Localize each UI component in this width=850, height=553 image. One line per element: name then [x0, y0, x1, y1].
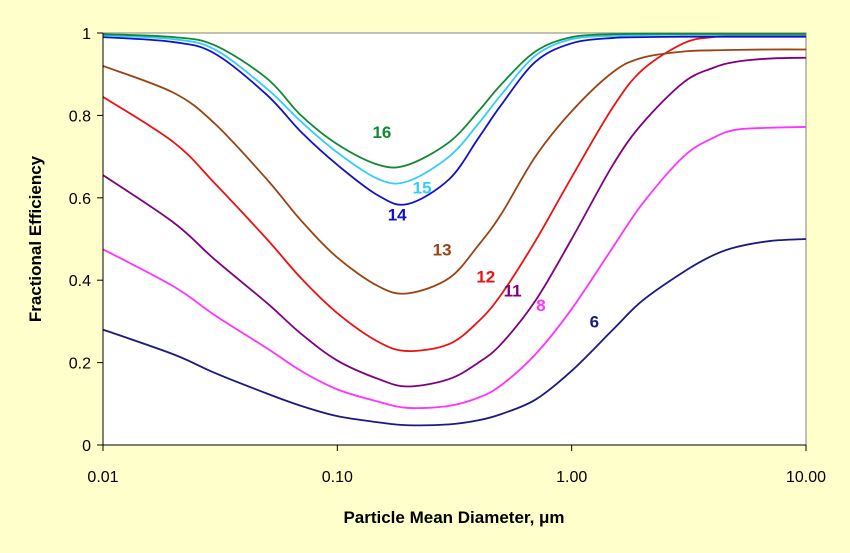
series-label-14: 14	[388, 205, 407, 224]
x-tick-label: 0.01	[87, 469, 118, 486]
series-label-6: 6	[590, 313, 599, 332]
series-line-13	[102, 48, 807, 295]
series-label-8: 8	[536, 296, 545, 315]
series-label-11: 11	[504, 282, 522, 301]
series-label-16: 16	[372, 123, 391, 142]
series-line-14	[102, 35, 806, 206]
x-axis-title: Particle Mean Diameter, μm	[343, 508, 564, 527]
x-tick-label: 10.00	[786, 469, 826, 486]
x-tick-label: 0.10	[322, 469, 353, 486]
axis-layer: 0 0.2 0.4 0.6 0.8 1 0.01 0.10 1.00 10.00	[69, 26, 826, 486]
y-tick-label: 0.6	[69, 191, 91, 208]
series-label-12: 12	[476, 267, 495, 286]
series-line-16	[102, 32, 806, 169]
y-axis-title: Fractional Efficiency	[26, 155, 45, 322]
x-tick-label: 1.00	[556, 469, 587, 486]
y-tick-label: 0	[82, 438, 91, 455]
series-label-layer: 6 8 11 12 13 14 15 16	[372, 123, 599, 332]
y-tick-label: 1	[82, 26, 91, 43]
series-line-11	[102, 56, 807, 388]
plot-area	[102, 32, 807, 446]
y-tick-label: 0.2	[69, 356, 91, 373]
series-label-15: 15	[413, 179, 432, 198]
series-line-8	[102, 126, 807, 410]
y-tick-label: 0.8	[69, 108, 91, 125]
series-line-6	[102, 238, 807, 427]
y-tick-label: 0.4	[69, 273, 91, 290]
series-label-13: 13	[433, 240, 452, 259]
series-layer	[102, 32, 807, 427]
series-line-12	[102, 34, 807, 352]
